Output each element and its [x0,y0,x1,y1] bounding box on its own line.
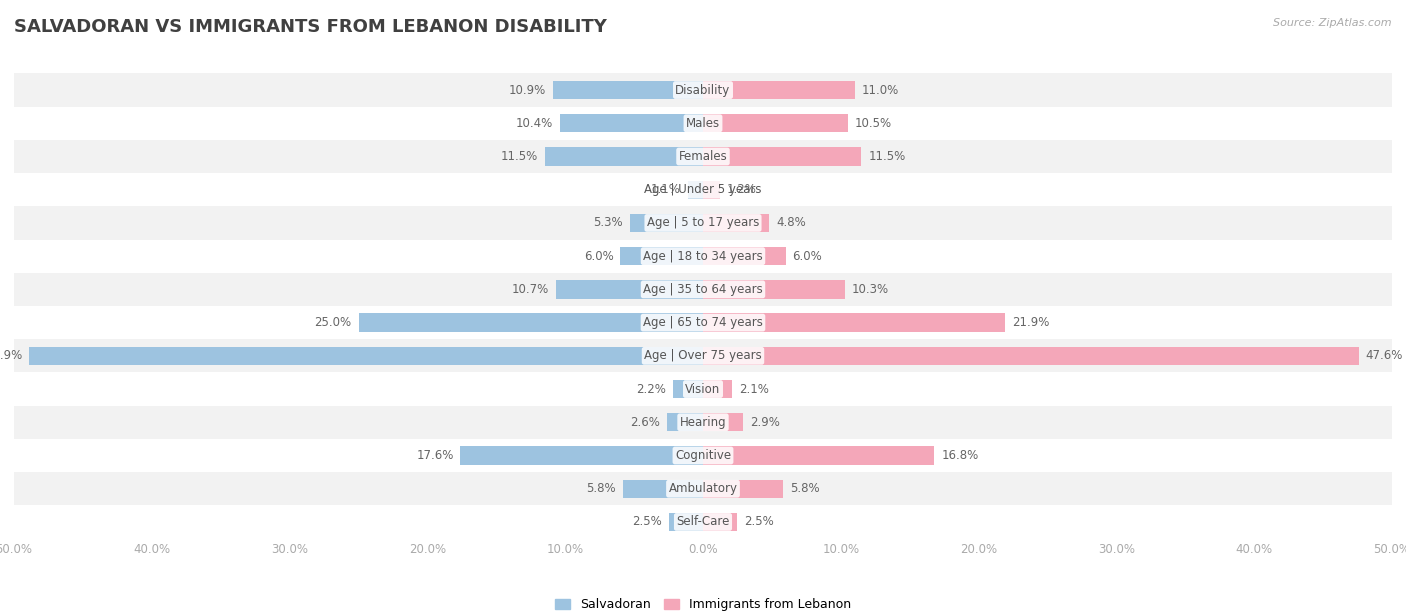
Bar [14,472,1392,506]
Bar [703,280,845,299]
Bar [703,446,935,465]
Bar [14,406,1392,439]
Bar [703,513,738,531]
Text: Ambulatory: Ambulatory [668,482,738,495]
Bar [703,147,862,166]
Bar [14,373,1392,406]
Text: Females: Females [679,150,727,163]
Bar [14,73,1392,106]
Text: Age | 5 to 17 years: Age | 5 to 17 years [647,217,759,230]
Bar [668,413,703,431]
Bar [14,339,1392,373]
Text: Vision: Vision [685,382,721,395]
Bar [14,106,1392,140]
Text: 6.0%: 6.0% [793,250,823,263]
Bar [688,181,703,199]
Bar [14,140,1392,173]
Bar [669,513,703,531]
Text: 2.6%: 2.6% [630,416,661,429]
Text: 10.9%: 10.9% [509,84,546,97]
Text: 5.8%: 5.8% [586,482,616,495]
Bar [703,346,1358,365]
Text: 2.9%: 2.9% [749,416,780,429]
Text: Hearing: Hearing [679,416,727,429]
Text: 2.5%: 2.5% [744,515,775,528]
Bar [14,206,1392,239]
Bar [703,313,1005,332]
Bar [703,214,769,232]
Text: 21.9%: 21.9% [1012,316,1049,329]
Text: Age | 65 to 74 years: Age | 65 to 74 years [643,316,763,329]
Text: Cognitive: Cognitive [675,449,731,462]
Text: Age | Under 5 years: Age | Under 5 years [644,183,762,196]
Text: Males: Males [686,117,720,130]
Bar [703,413,742,431]
Bar [560,114,703,132]
Text: 1.2%: 1.2% [727,183,756,196]
Bar [30,346,703,365]
Text: 10.5%: 10.5% [855,117,891,130]
Legend: Salvadoran, Immigrants from Lebanon: Salvadoran, Immigrants from Lebanon [550,593,856,612]
Text: 5.8%: 5.8% [790,482,820,495]
Bar [14,239,1392,273]
Bar [14,306,1392,339]
Text: 2.1%: 2.1% [738,382,769,395]
Bar [703,380,733,398]
Text: 5.3%: 5.3% [593,217,623,230]
Text: Disability: Disability [675,84,731,97]
Text: Source: ZipAtlas.com: Source: ZipAtlas.com [1274,18,1392,28]
Text: 11.5%: 11.5% [501,150,537,163]
Bar [703,181,720,199]
Text: 48.9%: 48.9% [0,349,22,362]
Bar [703,114,848,132]
Bar [703,247,786,266]
Text: 11.5%: 11.5% [869,150,905,163]
Bar [703,81,855,99]
Bar [461,446,703,465]
Text: 1.1%: 1.1% [651,183,681,196]
Bar [672,380,703,398]
Text: 11.0%: 11.0% [862,84,898,97]
Bar [544,147,703,166]
Text: 10.4%: 10.4% [516,117,553,130]
Bar [703,480,783,498]
Text: 25.0%: 25.0% [315,316,352,329]
Text: 2.5%: 2.5% [631,515,662,528]
Bar [359,313,703,332]
Text: 4.8%: 4.8% [776,217,806,230]
Text: 10.3%: 10.3% [852,283,889,296]
Bar [555,280,703,299]
Bar [14,439,1392,472]
Text: 16.8%: 16.8% [942,449,979,462]
Text: 2.2%: 2.2% [636,382,666,395]
Text: Age | 35 to 64 years: Age | 35 to 64 years [643,283,763,296]
Bar [14,173,1392,206]
Text: 17.6%: 17.6% [416,449,454,462]
Bar [14,273,1392,306]
Text: Age | 18 to 34 years: Age | 18 to 34 years [643,250,763,263]
Text: 47.6%: 47.6% [1365,349,1403,362]
Bar [620,247,703,266]
Bar [553,81,703,99]
Text: 10.7%: 10.7% [512,283,548,296]
Text: Self-Care: Self-Care [676,515,730,528]
Text: 6.0%: 6.0% [583,250,613,263]
Bar [623,480,703,498]
Text: Age | Over 75 years: Age | Over 75 years [644,349,762,362]
Bar [630,214,703,232]
Text: SALVADORAN VS IMMIGRANTS FROM LEBANON DISABILITY: SALVADORAN VS IMMIGRANTS FROM LEBANON DI… [14,18,607,36]
Bar [14,506,1392,539]
